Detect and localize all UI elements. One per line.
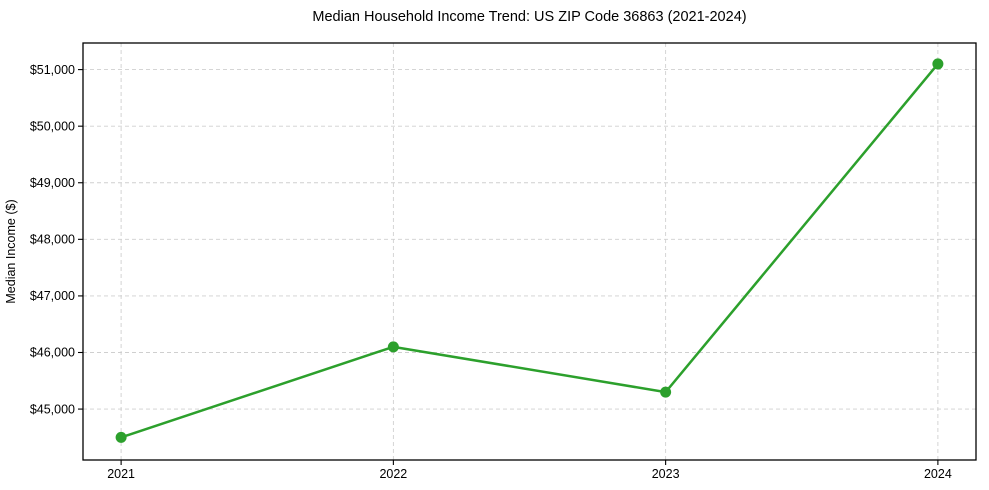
y-tick-label: $45,000 bbox=[30, 402, 75, 416]
x-tick-label: 2023 bbox=[652, 467, 680, 481]
data-series bbox=[115, 58, 944, 443]
x-tick-label: 2022 bbox=[379, 467, 407, 481]
y-tick-label: $46,000 bbox=[30, 346, 75, 360]
data-point-marker bbox=[660, 386, 672, 398]
plot-border bbox=[82, 42, 977, 461]
chart-title: Median Household Income Trend: US ZIP Co… bbox=[312, 9, 746, 25]
y-tick-label: $51,000 bbox=[30, 63, 75, 77]
y-axis-label: Median Income ($) bbox=[4, 199, 18, 303]
tick-labels: $45,000 $46,000 $47,000 $48,000 $49,000 $50,0… bbox=[30, 63, 952, 481]
x-tick-label: 2024 bbox=[924, 467, 952, 481]
data-point-marker bbox=[115, 431, 127, 443]
trend-line bbox=[119, 62, 940, 439]
gridlines bbox=[83, 43, 976, 460]
data-point-marker bbox=[932, 58, 944, 70]
y-tick-label: $49,000 bbox=[30, 176, 75, 190]
data-point-marker bbox=[387, 341, 399, 353]
axis-ticks bbox=[78, 69, 939, 465]
y-tick-label: $50,000 bbox=[30, 119, 75, 133]
y-tick-label: $47,000 bbox=[30, 289, 75, 303]
x-tick-label: 2021 bbox=[107, 467, 135, 481]
y-tick-label: $48,000 bbox=[30, 233, 75, 247]
